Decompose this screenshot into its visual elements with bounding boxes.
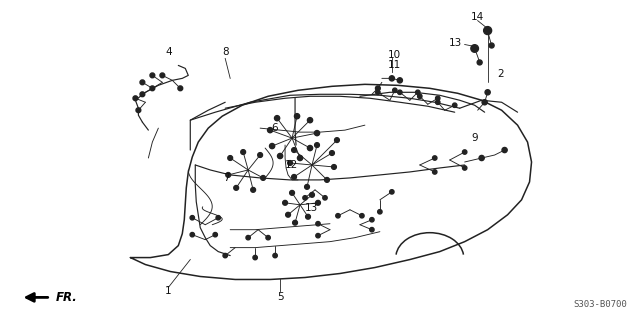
Circle shape [316, 234, 320, 238]
Circle shape [452, 103, 457, 108]
Circle shape [216, 216, 220, 220]
Circle shape [269, 143, 275, 149]
Circle shape [150, 73, 155, 78]
Circle shape [389, 76, 394, 81]
Circle shape [287, 161, 292, 165]
Circle shape [332, 164, 337, 169]
Text: 1: 1 [165, 286, 172, 296]
Circle shape [133, 96, 138, 101]
Text: FR.: FR. [56, 291, 77, 304]
Circle shape [228, 156, 232, 160]
Circle shape [226, 172, 230, 177]
Circle shape [471, 45, 479, 52]
Circle shape [376, 86, 380, 91]
Circle shape [376, 90, 380, 94]
Circle shape [292, 148, 296, 152]
Circle shape [190, 233, 195, 237]
Circle shape [433, 156, 437, 160]
Circle shape [324, 178, 330, 182]
Circle shape [502, 148, 507, 153]
Circle shape [485, 90, 490, 95]
Circle shape [285, 212, 291, 217]
Circle shape [290, 190, 294, 195]
Circle shape [150, 86, 155, 91]
Circle shape [190, 216, 195, 220]
Circle shape [266, 236, 270, 240]
Circle shape [241, 150, 246, 155]
Circle shape [258, 153, 262, 157]
Circle shape [140, 92, 145, 97]
Circle shape [303, 196, 307, 200]
Text: 13: 13 [305, 203, 318, 213]
Circle shape [298, 156, 303, 161]
Circle shape [160, 73, 164, 78]
Text: 9: 9 [472, 133, 478, 143]
Circle shape [415, 90, 420, 94]
Circle shape [268, 128, 273, 133]
Text: 2: 2 [498, 69, 504, 79]
Circle shape [140, 80, 145, 85]
Circle shape [275, 116, 280, 121]
Text: 14: 14 [471, 12, 484, 22]
Circle shape [316, 200, 321, 205]
Text: 11: 11 [388, 60, 401, 70]
Circle shape [336, 213, 340, 218]
Text: 6: 6 [271, 123, 278, 133]
Circle shape [433, 170, 437, 174]
Circle shape [484, 27, 492, 35]
Circle shape [178, 86, 182, 91]
Circle shape [278, 153, 283, 159]
Circle shape [397, 90, 402, 94]
Circle shape [477, 60, 482, 65]
Circle shape [489, 43, 494, 48]
Text: 5: 5 [276, 292, 284, 302]
Circle shape [482, 100, 487, 105]
Circle shape [292, 220, 298, 225]
Circle shape [246, 236, 250, 240]
Circle shape [273, 253, 277, 258]
Circle shape [323, 196, 327, 200]
Circle shape [360, 213, 364, 218]
Circle shape [306, 214, 310, 219]
Text: 8: 8 [222, 47, 228, 58]
Circle shape [307, 146, 312, 151]
Circle shape [307, 117, 312, 123]
Circle shape [223, 253, 227, 258]
Text: 12: 12 [285, 160, 298, 170]
Circle shape [283, 200, 287, 205]
Circle shape [417, 94, 422, 99]
Circle shape [479, 156, 484, 161]
Circle shape [292, 174, 296, 179]
Circle shape [370, 218, 374, 222]
Circle shape [234, 186, 239, 190]
Circle shape [136, 108, 141, 113]
Circle shape [436, 100, 440, 104]
Circle shape [335, 138, 339, 142]
Circle shape [390, 190, 394, 194]
Circle shape [310, 192, 314, 197]
Circle shape [330, 151, 334, 156]
Circle shape [213, 233, 218, 237]
Circle shape [393, 88, 397, 92]
Circle shape [251, 188, 255, 192]
Circle shape [314, 131, 319, 136]
Circle shape [436, 96, 440, 100]
Circle shape [315, 143, 319, 148]
Text: 4: 4 [165, 47, 172, 58]
Circle shape [463, 150, 467, 154]
Circle shape [463, 166, 467, 170]
Text: 13: 13 [449, 37, 461, 47]
Circle shape [253, 255, 257, 260]
Circle shape [378, 210, 382, 214]
Text: 10: 10 [388, 51, 401, 60]
Circle shape [305, 185, 309, 189]
Circle shape [397, 78, 403, 83]
Text: 7: 7 [223, 173, 230, 183]
Circle shape [260, 176, 266, 180]
Circle shape [316, 221, 320, 226]
Circle shape [370, 228, 374, 232]
Text: S303-B0700: S303-B0700 [573, 300, 627, 309]
Circle shape [294, 114, 300, 119]
